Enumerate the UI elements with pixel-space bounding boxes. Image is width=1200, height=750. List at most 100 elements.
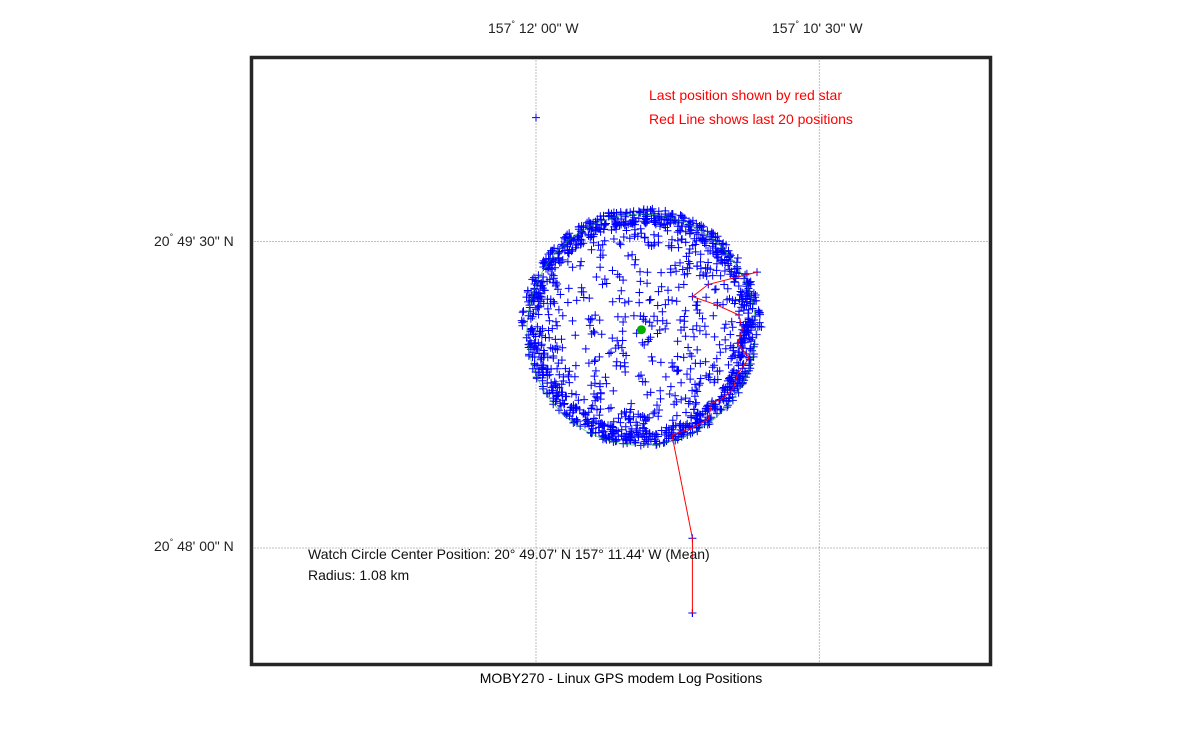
- position-point: [559, 372, 568, 381]
- position-point: [574, 396, 583, 405]
- position-point: [558, 343, 567, 352]
- position-point: [615, 239, 624, 248]
- position-point: [543, 277, 552, 286]
- position-point: [679, 353, 688, 362]
- position-point: [576, 261, 585, 270]
- position-point: [646, 388, 655, 397]
- position-point: [591, 379, 599, 388]
- position-point: [695, 326, 704, 335]
- position-point: [631, 255, 640, 264]
- position-point: [628, 211, 637, 220]
- last-20-positions-line: [671, 271, 758, 613]
- position-point: [621, 212, 630, 221]
- position-point: [733, 254, 742, 262]
- position-point: [543, 295, 552, 304]
- position-point: [563, 298, 572, 307]
- position-point: [597, 330, 606, 339]
- position-point: [670, 362, 678, 371]
- position-point: [629, 412, 638, 421]
- position-point: [677, 235, 686, 244]
- position-point: [579, 293, 588, 302]
- position-point: [590, 357, 599, 366]
- position-point: [684, 257, 693, 266]
- position-point: [635, 298, 644, 307]
- position-point: [755, 309, 764, 317]
- position-point: [726, 330, 735, 339]
- position-point: [695, 379, 704, 388]
- position-point: [737, 291, 746, 300]
- position-point: [580, 395, 589, 404]
- position-point: [613, 336, 622, 345]
- position-point: [625, 414, 634, 423]
- position-point: [542, 365, 551, 374]
- position-point: [691, 240, 700, 249]
- position-point: [723, 403, 732, 412]
- position-point: [692, 321, 701, 330]
- position-point: [608, 297, 617, 306]
- position-point: [577, 221, 586, 230]
- position-point: [604, 421, 612, 430]
- position-point: [544, 310, 553, 319]
- position-point: [547, 383, 556, 392]
- watch-circle-center-marker: [636, 325, 646, 335]
- position-point: [713, 367, 722, 376]
- position-point: [658, 307, 667, 316]
- position-point: [626, 433, 635, 442]
- position-point: [690, 332, 698, 341]
- position-point: [690, 392, 699, 401]
- position-point: [634, 431, 643, 440]
- position-point: [682, 252, 691, 261]
- position-point: [549, 394, 558, 403]
- position-point: [684, 343, 693, 352]
- position-point: [688, 386, 697, 395]
- position-point: [595, 411, 604, 420]
- position-point: [650, 312, 658, 321]
- position-point: [617, 425, 626, 434]
- position-point: [686, 397, 694, 406]
- position-point: [723, 284, 732, 293]
- position-point: [545, 333, 554, 342]
- position-point: [526, 325, 535, 334]
- position-point: [549, 271, 558, 280]
- position-point: [594, 224, 603, 233]
- position-point: [736, 353, 745, 362]
- position-point: [589, 218, 598, 227]
- position-point: [707, 230, 716, 239]
- position-point: [564, 371, 573, 379]
- position-point: [692, 301, 701, 310]
- position-point: [635, 288, 644, 297]
- position-point: [536, 355, 545, 364]
- position-point: [625, 234, 634, 243]
- position-point: [712, 259, 721, 268]
- position-point: [535, 368, 544, 377]
- position-point: [695, 381, 704, 390]
- position-point: [657, 282, 666, 291]
- position-point: [577, 283, 586, 292]
- position-point: [599, 225, 608, 234]
- position-point: [564, 284, 573, 293]
- position-point: [739, 359, 748, 368]
- position-point: [528, 325, 536, 333]
- position-point: [529, 309, 538, 318]
- position-point: [720, 280, 729, 289]
- position-point: [746, 335, 755, 344]
- position-point: [608, 266, 617, 275]
- position-point: [624, 297, 633, 306]
- position-point: [540, 259, 548, 268]
- position-point: [650, 240, 658, 249]
- position-point: [678, 265, 687, 274]
- position-point: [673, 337, 682, 346]
- position-point: [696, 416, 705, 425]
- position-point: [587, 245, 596, 254]
- position-point: [615, 272, 624, 281]
- position-point: [554, 305, 563, 314]
- position-point: [671, 261, 680, 270]
- position-point: [702, 330, 710, 339]
- position-point: [710, 361, 719, 370]
- position-point: [686, 375, 695, 384]
- position-point: [683, 370, 691, 379]
- position-point: [600, 236, 609, 245]
- position-point: [638, 377, 647, 386]
- position-point: [553, 321, 562, 330]
